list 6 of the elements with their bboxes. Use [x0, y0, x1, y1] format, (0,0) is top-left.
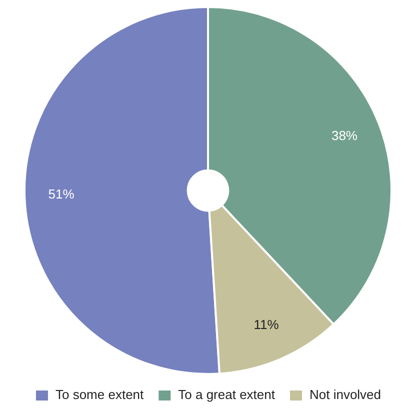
- data-label: 51%: [48, 186, 75, 202]
- data-label: 11%: [254, 316, 280, 332]
- data-label: 38%: [331, 128, 358, 144]
- legend-label: Not involved: [309, 387, 382, 402]
- legend-label: To some extent: [55, 387, 144, 402]
- legend-label: To a great extent: [178, 387, 276, 402]
